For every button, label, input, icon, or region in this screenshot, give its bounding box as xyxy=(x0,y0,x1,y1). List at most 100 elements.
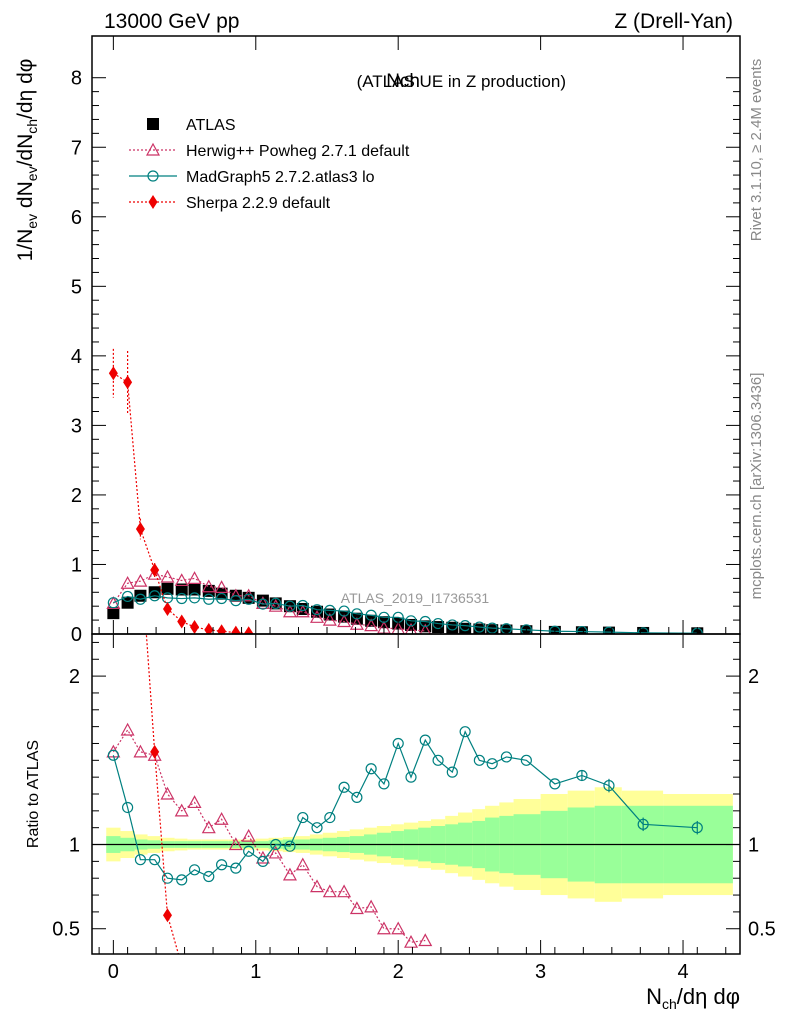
ratio-point xyxy=(473,754,485,766)
ratio-ytick-label: 2 xyxy=(69,666,80,688)
legend-marker xyxy=(148,195,158,209)
data-point xyxy=(459,622,472,634)
ratio-point xyxy=(133,744,148,758)
data-point xyxy=(120,575,135,589)
ratio-ytick-label-right: 1 xyxy=(748,835,759,857)
ratio-point xyxy=(107,749,119,761)
data-point xyxy=(576,625,588,634)
ytick-label: 1 xyxy=(71,554,82,576)
ratio-ylabel: Ratio to ATLAS xyxy=(25,740,42,848)
data-point xyxy=(176,592,188,605)
data-point xyxy=(204,622,214,634)
ratio-point xyxy=(404,934,419,948)
ratio-point xyxy=(257,855,269,867)
xtick-label: 3 xyxy=(535,961,546,983)
ratio-point xyxy=(520,754,532,766)
data-point xyxy=(135,522,145,537)
ratio-point xyxy=(376,921,391,935)
ratio-point xyxy=(228,837,243,851)
header-left: 13000 GeV pp xyxy=(104,10,239,33)
data-point xyxy=(459,620,471,632)
ratio-point xyxy=(603,779,615,792)
data-point xyxy=(295,604,310,618)
ratio-point xyxy=(241,828,256,842)
ratio-point xyxy=(136,543,145,557)
legend-label: Herwig++ Powheg 2.7.1 default xyxy=(186,143,410,160)
ratio-point xyxy=(149,854,161,866)
data-point xyxy=(108,366,118,381)
ratio-point xyxy=(284,840,296,852)
xtick-label: 4 xyxy=(677,961,688,983)
data-point xyxy=(637,627,649,634)
legend-item: MadGraph5 2.7.2.atlas3 lo xyxy=(129,169,375,186)
series-line xyxy=(113,595,698,634)
ratio-point xyxy=(322,884,337,898)
data-point xyxy=(122,590,134,603)
ratio-series-1 xyxy=(107,726,703,886)
ratio-point xyxy=(230,862,242,874)
data-point xyxy=(270,597,282,610)
ratio-point xyxy=(310,879,325,893)
ratio-point xyxy=(500,751,513,763)
data-point xyxy=(310,610,325,623)
data-point xyxy=(162,601,172,616)
legend-marker xyxy=(147,118,159,130)
data-point xyxy=(349,617,364,630)
ratio-point xyxy=(364,899,379,913)
legend-label: MadGraph5 2.7.2.atlas3 lo xyxy=(186,169,375,186)
ratio-point xyxy=(134,854,147,866)
ratio-point xyxy=(176,874,188,886)
data-point xyxy=(161,582,174,595)
ytick-label: 6 xyxy=(71,207,82,229)
data-point xyxy=(190,620,200,634)
data-point xyxy=(486,624,499,634)
ratio-point xyxy=(418,933,433,947)
header-right: Z (Drell-Yan) xyxy=(614,10,733,33)
ratio-point xyxy=(162,908,172,923)
watermark: ATLAS_2019_I1736531 xyxy=(341,590,490,606)
legend: ATLAS Herwig++ Powheg 2.7.1 default MadGra… xyxy=(129,117,410,212)
data-point xyxy=(187,571,202,584)
ratio-point xyxy=(432,754,444,766)
ratio-point xyxy=(201,820,216,834)
data-point xyxy=(175,583,188,596)
ratio-point xyxy=(268,845,283,859)
data-point xyxy=(637,626,650,634)
data-point xyxy=(486,622,498,634)
legend-marker xyxy=(147,170,159,182)
data-point xyxy=(268,598,283,612)
data-point xyxy=(149,590,161,602)
ratio-ytick-label-right: 2 xyxy=(748,666,759,688)
data-point xyxy=(419,615,431,628)
ytick-label: 5 xyxy=(71,276,82,298)
ratio-point xyxy=(351,791,363,803)
main-subtitle: (ATLAS UE in Z production) xyxy=(357,72,566,91)
ratio-point xyxy=(637,818,649,830)
data-point xyxy=(365,609,377,621)
main-panel: Nch (ATLAS UE in Z production) ATLAS_201… xyxy=(14,35,741,646)
ratio-point xyxy=(391,921,406,935)
ratio-series-2 xyxy=(136,543,180,954)
data-point xyxy=(202,584,215,597)
xtick-label: 2 xyxy=(393,961,404,983)
ytick-label: 2 xyxy=(71,485,82,507)
ytick-label: 0 xyxy=(71,624,82,646)
ratio-line xyxy=(112,728,426,943)
xtick-label: 0 xyxy=(108,961,119,983)
ratio-ytick-label-right: 0.5 xyxy=(748,919,776,941)
data-point xyxy=(134,593,147,605)
data-point xyxy=(405,615,417,627)
data-point xyxy=(311,604,323,616)
legend-item: Sherpa 2.2.9 default xyxy=(129,195,331,212)
data-point xyxy=(188,583,201,596)
data-point xyxy=(404,622,418,634)
data-point xyxy=(214,580,229,594)
data-point xyxy=(188,592,201,604)
data-point xyxy=(147,566,162,580)
data-point xyxy=(177,614,187,629)
data-point xyxy=(337,614,352,628)
ytick-label: 7 xyxy=(71,137,82,159)
ratio-point xyxy=(243,845,255,857)
